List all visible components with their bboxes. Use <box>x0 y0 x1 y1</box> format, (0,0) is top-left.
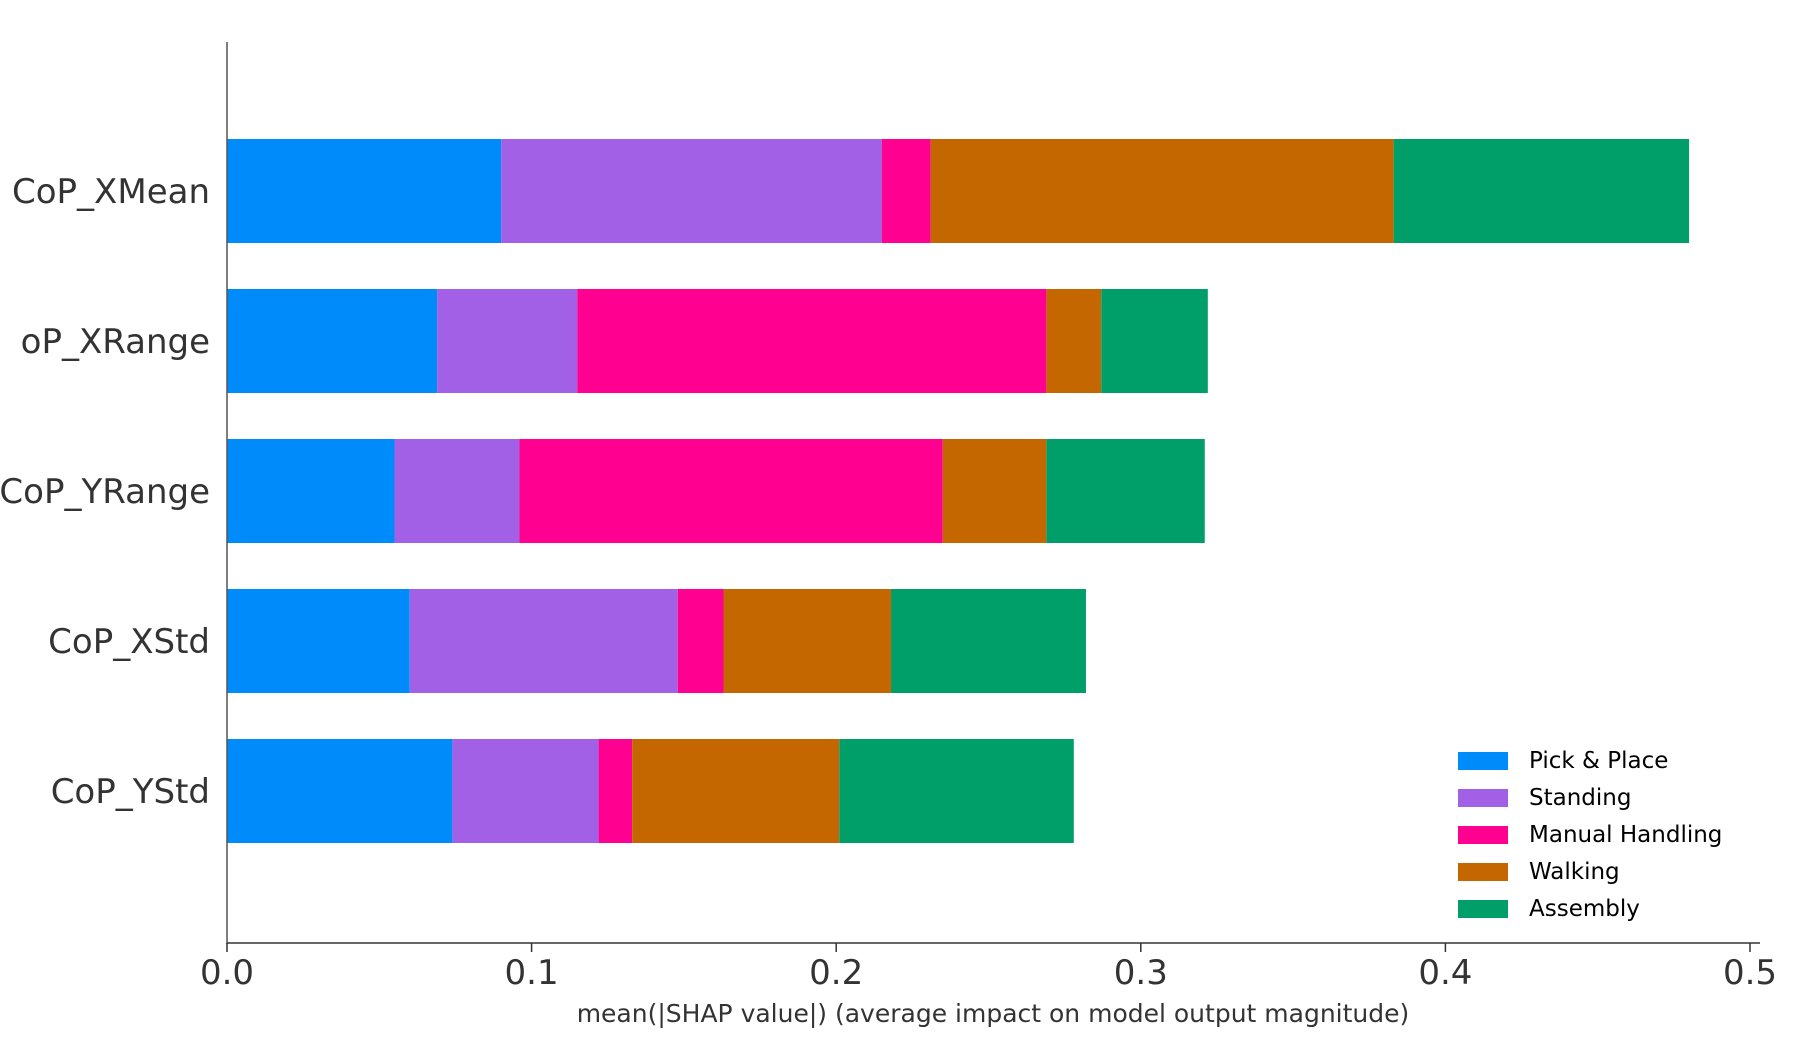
bar-CoP_YRange-pick-place <box>227 439 395 543</box>
bar-CoP_XRange-standing <box>437 289 578 393</box>
x-axis-label: mean(|SHAP value|) (average impact on mo… <box>577 999 1410 1028</box>
bar-CoP_YRange-walking <box>942 439 1047 543</box>
legend-label: Standing <box>1529 785 1631 811</box>
legend-swatch <box>1458 789 1508 807</box>
x-tick-label: 0.2 <box>809 953 863 993</box>
bar-CoP_XMean-pick-place <box>227 139 502 243</box>
y-tick-label: CoP_YRange <box>0 472 210 512</box>
legend-label: Walking <box>1529 859 1620 885</box>
legend-swatch <box>1458 900 1508 918</box>
legend: Pick & Place Standing Manual Handling Walki… <box>1458 748 1722 922</box>
bar-CoP_XStd-assembly <box>891 589 1086 693</box>
bar-CoP_YStd-pick-place <box>227 739 453 843</box>
bar-CoP_YRange-standing <box>394 439 520 543</box>
x-tick-label: 0.0 <box>200 953 254 993</box>
x-tick-label: 0.4 <box>1418 953 1472 993</box>
x-tick-label: 0.5 <box>1723 953 1777 993</box>
y-tick-label: CoP_XStd <box>48 622 210 662</box>
legend-swatch <box>1458 826 1508 844</box>
bar-CoP_XStd-pick-place <box>227 589 410 693</box>
x-tick-label: 0.1 <box>505 953 559 993</box>
bar-CoP_XStd-walking <box>723 589 892 693</box>
bar-CoP_XMean-manual-handling <box>881 139 931 243</box>
y-tick-label: oP_XRange <box>21 322 210 362</box>
bar-CoP_XMean-assembly <box>1393 139 1690 243</box>
bar-CoP_XStd-standing <box>409 589 678 693</box>
bar-CoP_XRange-assembly <box>1101 289 1208 393</box>
bar-CoP_YStd-manual-handling <box>598 739 633 843</box>
bar-CoP_YStd-walking <box>632 739 840 843</box>
x-axis-ticks: 0.0 0.1 0.2 0.3 0.4 0.5 <box>200 943 1777 993</box>
legend-label: Pick & Place <box>1529 748 1668 774</box>
bar-CoP_YStd-standing <box>452 739 599 843</box>
bar-CoP_YRange-assembly <box>1046 439 1205 543</box>
y-axis-labels: CoP_XMean oP_XRange CoP_YRange CoP_XStd CoP_… <box>0 172 210 812</box>
x-tick-label: 0.3 <box>1114 953 1168 993</box>
legend-swatch <box>1458 863 1508 881</box>
bar-CoP_XMean-walking <box>930 139 1394 243</box>
legend-label: Assembly <box>1529 896 1640 922</box>
bar-CoP_YRange-manual-handling <box>519 439 943 543</box>
legend-swatch <box>1458 752 1508 770</box>
legend-label: Manual Handling <box>1529 822 1722 848</box>
y-tick-label: CoP_YStd <box>51 772 210 812</box>
bar-CoP_XRange-walking <box>1046 289 1102 393</box>
bar-CoP_XRange-manual-handling <box>577 289 1047 393</box>
bar-CoP_XStd-manual-handling <box>677 589 724 693</box>
y-tick-label: CoP_XMean <box>12 172 210 212</box>
bars-group <box>227 139 1690 843</box>
bar-CoP_XRange-pick-place <box>227 289 438 393</box>
bar-CoP_YStd-assembly <box>839 739 1074 843</box>
bar-CoP_XMean-standing <box>501 139 882 243</box>
